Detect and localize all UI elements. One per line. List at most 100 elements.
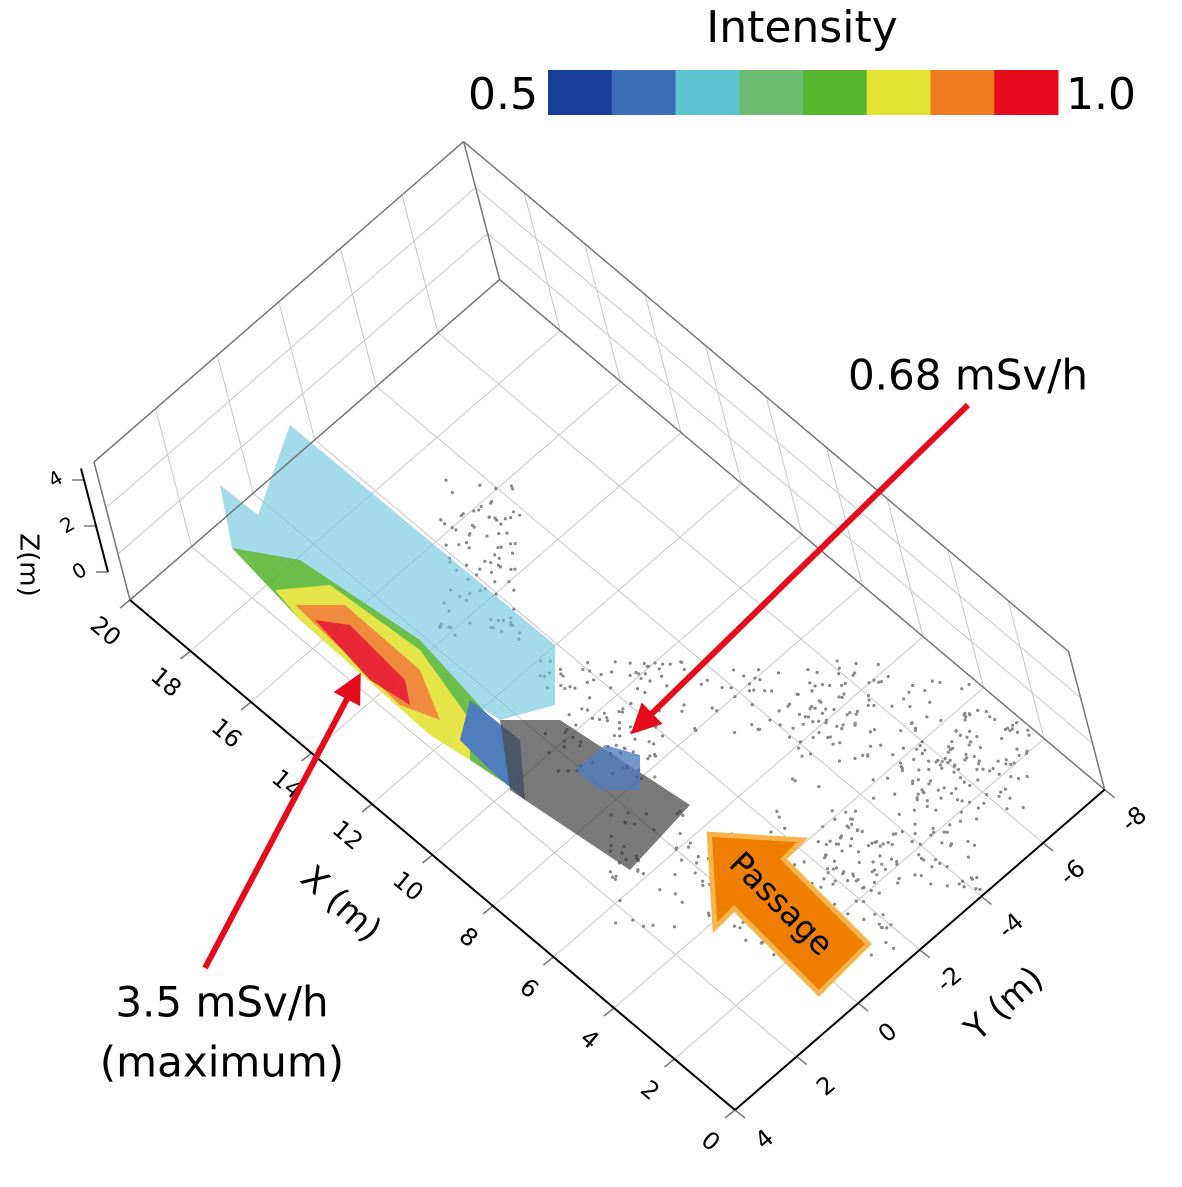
cloud-point	[862, 917, 866, 921]
cloud-point	[668, 662, 672, 666]
cloud-point	[817, 731, 821, 735]
cloud-point	[1003, 787, 1008, 791]
cloud-point	[617, 727, 622, 731]
cloud-point	[513, 567, 517, 571]
cloud-point	[965, 735, 969, 739]
cloud-point	[828, 735, 832, 739]
cloud-point	[890, 704, 894, 708]
cloud-point	[884, 940, 888, 945]
grid-line	[475, 187, 1081, 698]
cloud-point	[866, 703, 870, 707]
cloud-point	[760, 940, 765, 944]
cloud-point	[897, 812, 901, 817]
cloud-point	[673, 872, 677, 877]
colorbar-segment	[739, 70, 804, 115]
cloud-point	[464, 541, 469, 545]
cloud-point	[450, 490, 454, 495]
annotation: 0.68 mSv/h	[848, 351, 1088, 400]
cloud-point	[964, 756, 969, 760]
cloud-point	[925, 804, 929, 809]
cloud-point	[968, 783, 972, 788]
x-tick-label: 6	[514, 973, 544, 1004]
cloud-point	[733, 694, 737, 699]
cloud-point	[768, 718, 772, 722]
cloud-point	[876, 662, 880, 667]
tick-mark	[543, 956, 554, 966]
cloud-point	[833, 817, 837, 821]
cloud-point	[489, 560, 493, 565]
cloud-point	[871, 860, 875, 864]
grid-line	[314, 439, 921, 951]
cloud-point	[642, 661, 646, 666]
cloud-point	[706, 911, 711, 915]
cloud-point	[507, 580, 511, 584]
cloud-point	[797, 712, 802, 716]
cloud-point	[831, 882, 835, 886]
cloud-point	[837, 759, 842, 763]
cloud-point	[490, 500, 494, 504]
cloud-point	[478, 567, 482, 571]
cloud-point	[742, 674, 746, 678]
cloud-point	[860, 829, 864, 834]
cloud-point	[960, 799, 964, 803]
cloud-point	[563, 686, 567, 691]
cloud-point	[890, 843, 894, 847]
cloud-point	[592, 678, 596, 682]
cloud-point	[694, 861, 699, 865]
cloud-point	[976, 806, 980, 810]
cloud-point	[598, 717, 602, 721]
cloud-point	[946, 761, 950, 765]
cloud-point	[499, 545, 503, 549]
cloud-point	[868, 730, 872, 734]
cloud-point	[672, 925, 677, 929]
cloud-point	[963, 718, 967, 722]
cloud-point	[831, 742, 835, 746]
cloud-point	[938, 861, 942, 865]
x-tick-label: 12	[327, 815, 368, 856]
grid-line	[765, 396, 803, 535]
cloud-point	[895, 862, 899, 866]
cloud-point	[778, 723, 782, 727]
cloud-point	[881, 913, 885, 917]
cloud-point	[586, 660, 590, 665]
cloud-point	[866, 753, 870, 757]
tick-mark	[980, 895, 992, 905]
cloud-point	[900, 830, 904, 834]
cloud-point	[588, 669, 592, 673]
cloud-point	[777, 815, 781, 819]
cloud-point	[1009, 762, 1013, 766]
cloud-point	[509, 567, 513, 572]
cloud-point	[673, 892, 677, 896]
cloud-point	[820, 711, 825, 715]
cloud-point	[823, 853, 828, 857]
cloud-point	[891, 946, 896, 950]
cloud-point	[947, 745, 951, 749]
cloud-point	[758, 677, 762, 682]
cloud-point	[877, 922, 881, 926]
cloud-point	[608, 870, 612, 874]
tick-mark	[422, 854, 433, 864]
cloud-point	[505, 531, 509, 535]
cloud-point	[964, 715, 968, 719]
cloud-point	[580, 707, 584, 711]
cloud-point	[997, 794, 1001, 799]
z-tick-label: 0	[68, 557, 91, 584]
cloud-point	[581, 667, 585, 672]
cloud-point	[916, 778, 920, 782]
x-axis	[129, 599, 736, 1111]
cloud-point	[813, 684, 817, 688]
cloud-point	[837, 666, 841, 670]
cloud-point	[559, 672, 563, 676]
cloud-point	[942, 786, 946, 790]
cloud-point	[948, 823, 952, 827]
box-edge	[129, 279, 501, 601]
cloud-point	[938, 680, 942, 685]
cloud-point	[948, 758, 952, 762]
cloud-point	[861, 886, 865, 890]
cloud-point	[929, 882, 933, 886]
cloud-point	[830, 809, 834, 813]
cloud-point	[930, 865, 934, 869]
cloud-point	[940, 766, 944, 770]
cloud-point	[988, 715, 992, 719]
cloud-point	[873, 840, 877, 844]
